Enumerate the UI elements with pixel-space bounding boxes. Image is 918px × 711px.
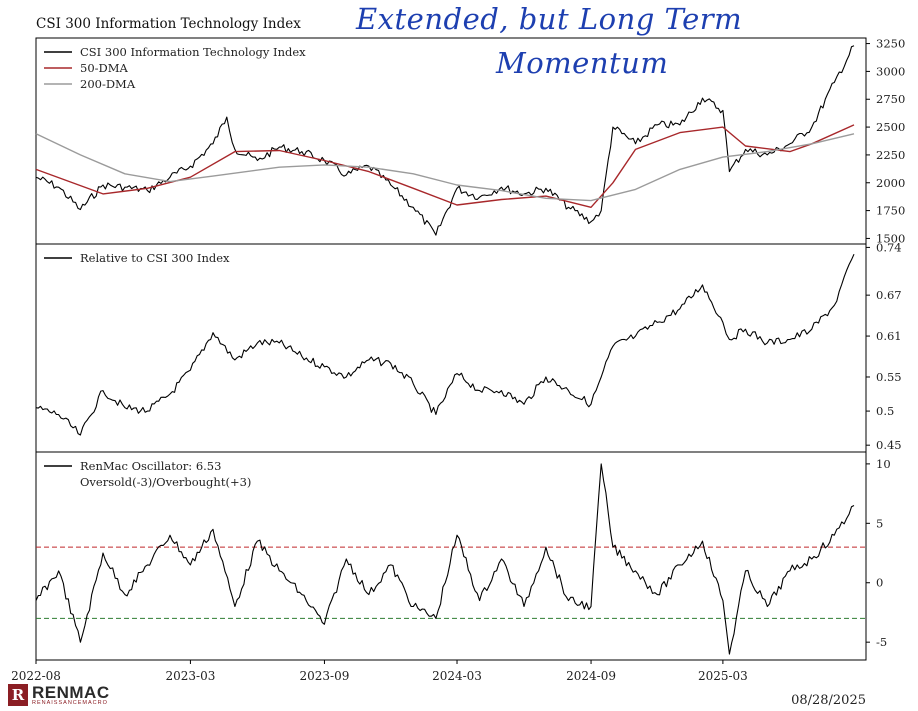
y-tick-label: 0: [876, 576, 883, 590]
y-tick-label: 10: [876, 457, 891, 471]
series-line: [35, 45, 855, 236]
panel-frame-2: [35, 243, 867, 453]
x-tick-label: 2023-03: [165, 669, 215, 683]
x-tick-label: 2024-09: [566, 669, 616, 683]
legend-label: RenMac Oscillator: 6.53: [80, 459, 221, 473]
y-tick-label: 3000: [876, 64, 905, 78]
y-tick-label: 2250: [876, 148, 905, 162]
x-tick-label: 2025-03: [698, 669, 748, 683]
legend-label: CSI 300 Information Technology Index: [80, 45, 306, 59]
y-tick-label: 1750: [876, 204, 905, 218]
y-tick-label: 0.45: [876, 438, 902, 452]
handwritten-annotation-line1: Extended, but Long Term: [356, 2, 743, 36]
y-tick-label: 5: [876, 516, 883, 530]
x-tick-label: 2023-09: [300, 669, 350, 683]
y-tick-label: 1500: [876, 231, 905, 245]
renmac-logo: R RENMAC RENAISSANCEMACRO: [8, 684, 110, 707]
y-tick-label: 0.55: [876, 370, 902, 384]
y-tick-label: 2500: [876, 120, 905, 134]
y-tick-label: 0.74: [876, 240, 902, 254]
chart-title: CSI 300 Information Technology Index: [36, 16, 301, 32]
x-tick-label: 2024-03: [432, 669, 482, 683]
x-tick-label: 2022-08: [11, 669, 61, 683]
panel-frame-3: [35, 451, 867, 661]
legend-label: Relative to CSI 300 Index: [80, 251, 230, 265]
y-tick-label: 0.61: [876, 329, 902, 343]
legend-label: 200-DMA: [80, 77, 136, 91]
logo-mark: R: [8, 684, 28, 707]
y-tick-label: 2750: [876, 92, 905, 106]
footer-date: 08/28/2025: [791, 693, 866, 708]
legend-label: Oversold(-3)/Overbought(+3): [80, 475, 251, 489]
y-tick-label: 0.67: [876, 288, 902, 302]
series-line: [35, 463, 855, 655]
y-tick-label: 0.5: [876, 404, 894, 418]
y-tick-label: 3250: [876, 37, 905, 51]
series-line: [35, 124, 855, 208]
handwritten-annotation-line2: Momentum: [496, 46, 669, 80]
series-line: [35, 133, 855, 202]
y-tick-label: 2000: [876, 176, 905, 190]
y-tick-label: -5: [876, 635, 887, 649]
logo-subtext: RENAISSANCEMACRO: [32, 700, 108, 706]
series-line: [35, 253, 855, 436]
logo-text: RENMAC: [32, 683, 110, 702]
panel-frame-1: [35, 37, 867, 245]
legend-label: 50-DMA: [80, 61, 129, 75]
